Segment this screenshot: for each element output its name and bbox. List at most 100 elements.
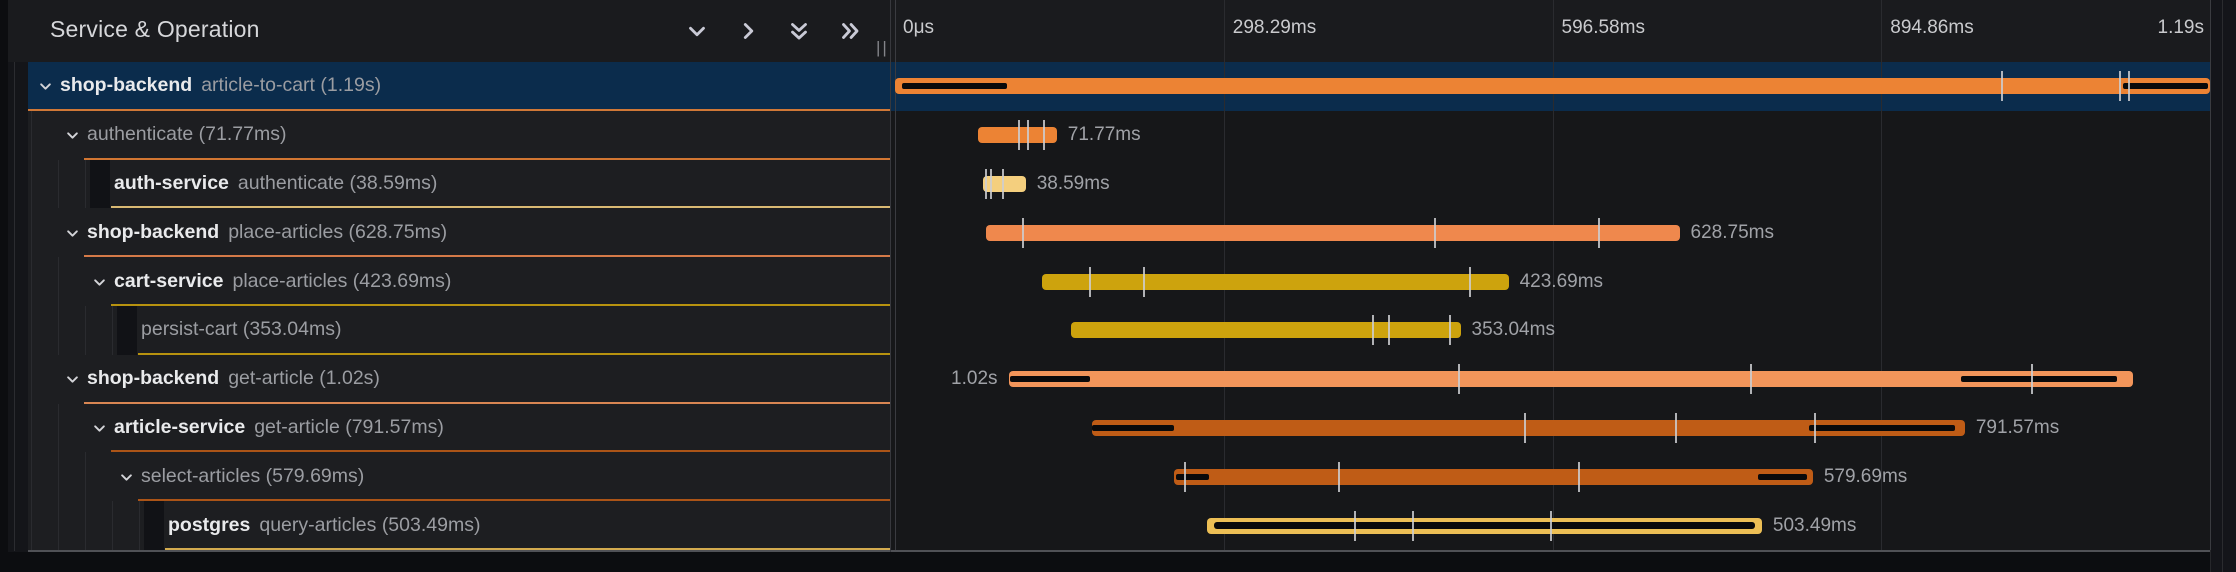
row-service-border [111, 450, 890, 453]
span-event-tick [1042, 120, 1045, 151]
critical-path-segment [1176, 473, 1210, 480]
row-collapse-chevron-icon[interactable] [65, 226, 80, 241]
span-event-tick [985, 168, 988, 199]
trace-row-label[interactable]: shop-backend get-article (1.02s) [28, 354, 890, 404]
row-service-border [138, 499, 890, 502]
trace-row-label[interactable]: article-service get-article (791.57ms) [28, 403, 890, 453]
row-collapse-chevron-icon[interactable] [65, 372, 80, 387]
trace-row-track[interactable]: 71.77ms [890, 111, 2210, 160]
span-bar[interactable] [977, 127, 1057, 144]
row-service-border [84, 255, 890, 258]
indent-rail [8, 62, 28, 552]
span-event-tick [1675, 412, 1678, 443]
component-bottom-border [28, 550, 2210, 552]
span-bar[interactable] [1008, 371, 2133, 388]
row-collapse-chevron-icon[interactable] [92, 275, 107, 290]
duration-label: 1.02s [951, 368, 998, 390]
span-event-tick [1353, 510, 1356, 541]
span-event-tick [1001, 168, 1004, 199]
trace-row-track[interactable]: 1.02s [890, 355, 2210, 404]
trace-row-label[interactable]: shop-backend article-to-cart (1.19s) [28, 62, 890, 111]
operation-name: get-article (1.02s) [228, 367, 380, 390]
critical-path-segment [1808, 424, 1956, 431]
critical-path-segment [2122, 83, 2208, 90]
timeline-header: 0μs 298.29ms 596.58ms 894.86ms 1.19s [890, 0, 2210, 62]
span-event-tick [989, 168, 992, 199]
expand-all-icon[interactable] [837, 18, 863, 44]
tree-header: Service & Operation [8, 0, 890, 62]
span-name-label: postgres query-articles (503.49ms) [168, 514, 480, 537]
span-event-tick [1021, 217, 1024, 248]
indent-guide-line [31, 501, 32, 550]
service-name: article-service [114, 415, 246, 438]
span-bar[interactable] [986, 224, 1680, 241]
span-event-tick [2118, 71, 2121, 102]
trace-row-track[interactable] [890, 62, 2210, 111]
span-bar[interactable] [983, 175, 1026, 192]
indent-guide-line [85, 306, 86, 355]
scrollbar-track[interactable] [2210, 0, 2236, 572]
span-event-tick [1578, 461, 1581, 492]
trace-row-track[interactable]: 353.04ms [890, 306, 2210, 355]
row-service-border [84, 401, 890, 404]
indent-guide-line [85, 501, 86, 550]
service-name: postgres [168, 513, 251, 536]
span-bar[interactable] [895, 78, 2210, 95]
trace-row-label[interactable]: persist-cart (353.04ms) [28, 306, 890, 355]
trace-row-track[interactable]: 38.59ms [890, 160, 2210, 209]
indent-guide-line [31, 208, 32, 258]
trace-row-label[interactable]: authenticate (71.77ms) [28, 110, 890, 160]
row-collapse-chevron-icon[interactable] [119, 470, 134, 485]
row-collapse-chevron-icon[interactable] [38, 79, 53, 94]
trace-row-label[interactable]: auth-service authenticate (38.59ms) [28, 159, 890, 209]
critical-path-segment [901, 83, 1008, 90]
trace-row-label[interactable]: cart-service place-articles (423.69ms) [28, 257, 890, 306]
span-event-tick [1387, 315, 1390, 346]
trace-row-track[interactable]: 423.69ms [890, 257, 2210, 306]
span-bar[interactable] [1071, 322, 1461, 339]
span-name-label: auth-service authenticate (38.59ms) [114, 172, 437, 195]
span-event-tick [1183, 461, 1186, 492]
span-event-tick [1524, 412, 1527, 443]
scrollbar-line [2222, 0, 2223, 572]
indent-guide-line [85, 452, 86, 502]
collapse-all-icon[interactable] [786, 18, 812, 44]
trace-row-track[interactable]: 503.49ms [890, 501, 2210, 550]
trace-row-label[interactable]: select-articles (579.69ms) [28, 452, 890, 502]
span-name-label: cart-service place-articles (423.69ms) [114, 270, 451, 293]
operation-name: article-to-cart (1.19s) [201, 74, 382, 97]
trace-row-label[interactable]: shop-backend place-articles (628.75ms) [28, 208, 890, 258]
span-name-label: article-service get-article (791.57ms) [114, 416, 444, 439]
span-event-tick [1434, 217, 1436, 248]
critical-path-segment [1960, 376, 2118, 383]
panel-divider [890, 0, 891, 552]
row-collapse-chevron-icon[interactable] [92, 421, 107, 436]
span-bar[interactable] [1092, 419, 1965, 436]
indent-guide-line [31, 354, 32, 404]
trace-row-track[interactable]: 628.75ms [890, 208, 2210, 257]
leaf-connector [117, 306, 137, 355]
panel-resize-handle[interactable]: || [876, 38, 889, 57]
expand-one-icon[interactable] [735, 18, 761, 44]
operation-name: place-articles (423.69ms) [232, 269, 452, 292]
indent-guide-line [31, 110, 32, 160]
row-service-border [111, 206, 890, 209]
indent-guide-line [58, 501, 59, 550]
timeline-tick-label: 1.19s [2157, 17, 2204, 38]
service-name: shop-backend [87, 220, 220, 243]
collapse-one-icon[interactable] [684, 18, 710, 44]
trace-row-label[interactable]: postgres query-articles (503.49ms) [28, 501, 890, 550]
indent-guide-line [31, 403, 32, 453]
span-bar[interactable] [1173, 468, 1813, 485]
span-bar[interactable] [1041, 273, 1509, 290]
indent-guide-line [31, 257, 32, 306]
trace-row-track[interactable]: 579.69ms [890, 452, 2210, 501]
trace-row-track[interactable]: 791.57ms [890, 404, 2210, 453]
span-name-label: shop-backend place-articles (628.75ms) [87, 221, 447, 244]
span-name-label: authenticate (71.77ms) [87, 123, 286, 146]
indent-guide-line [85, 159, 86, 209]
span-event-tick [1814, 412, 1817, 443]
duration-label: 628.75ms [1690, 221, 1774, 243]
row-collapse-chevron-icon[interactable] [65, 128, 80, 143]
left-gutter [0, 0, 8, 572]
